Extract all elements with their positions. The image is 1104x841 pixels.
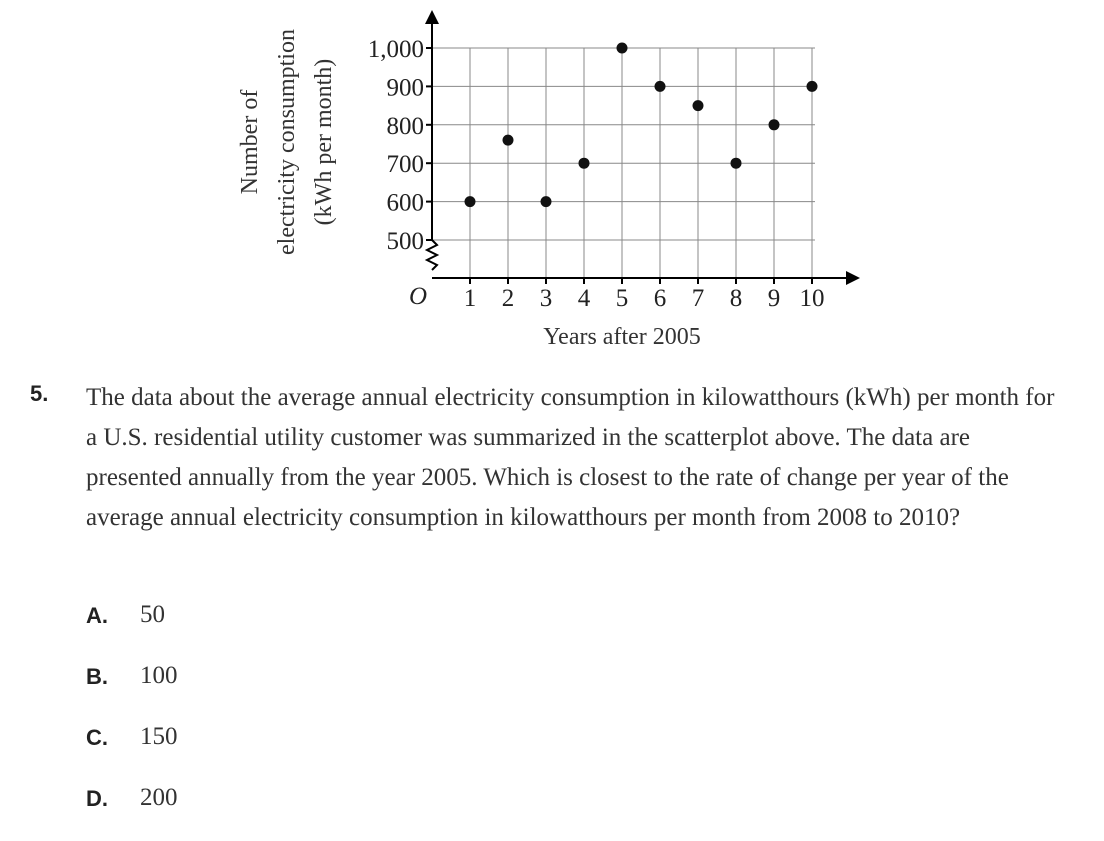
x-tick-label: 5 [616,285,629,312]
choice-text: 50 [140,601,165,628]
y-tick-label: 1,000 [368,36,424,63]
choice-letter: C. [86,725,108,750]
choice-d[interactable]: D. 200 [86,780,178,841]
y-axis-arrow [425,10,439,24]
origin-label: O [409,283,427,310]
choice-c[interactable]: C. 150 [86,719,178,780]
choice-letter: A. [86,603,108,628]
choice-a[interactable]: A. 50 [86,597,178,658]
x-tick-label: 10 [800,285,825,312]
choice-b[interactable]: B. 100 [86,658,178,719]
answer-choices: A. 50 B. 100 C. 150 D. 200 [86,597,178,841]
data-point [502,134,514,146]
y-axis-break [424,239,440,271]
data-point [692,100,704,112]
y-axis-title-line-1: Number of [237,90,263,195]
data-points [464,42,818,208]
ticks: 500 600 700 800 900 1,000 1 2 3 4 5 6 7 8 9 10 [368,36,825,312]
y-axis-title-line-2: electricity consumption [274,29,300,255]
x-tick-label: 1 [464,285,477,312]
y-tick-label: 800 [387,113,425,140]
y-tick-label: 600 [387,190,425,217]
choice-text: 100 [140,662,178,689]
x-tick-label: 2 [502,285,515,312]
y-tick-label: 700 [387,151,425,178]
x-axis-arrow [846,271,860,285]
x-tick-label: 6 [654,285,667,312]
data-point [654,80,666,92]
choice-text: 200 [140,784,178,811]
y-tick-label: 500 [387,228,425,255]
x-axis-title: Years after 2005 [543,324,701,350]
y-axis-title: Number of electricity consumption (kWh p… [237,29,337,255]
data-point [616,42,628,54]
x-tick-label: 9 [768,285,781,312]
choice-letter: D. [86,786,108,811]
y-tick-label: 900 [387,74,425,101]
x-tick-label: 3 [540,285,553,312]
data-point [464,196,476,208]
data-point [578,157,590,169]
x-tick-label: 8 [730,285,743,312]
choice-letter: B. [86,664,108,689]
x-tick-label: 7 [692,285,705,312]
question-text: The data about the average annual electr… [86,384,1055,531]
choice-text: 150 [140,723,178,750]
grid [432,47,815,278]
data-point [540,196,552,208]
data-point [730,157,742,169]
data-point [768,119,780,131]
axes [424,10,860,285]
data-point [806,80,818,92]
scatterplot: 500 600 700 800 900 1,000 1 2 3 4 5 6 7 8 9 10 Number o… [237,10,860,350]
y-axis-title-line-3: (kWh per month) [311,59,337,226]
x-tick-label: 4 [578,285,591,312]
question-number: 5. [30,381,49,406]
